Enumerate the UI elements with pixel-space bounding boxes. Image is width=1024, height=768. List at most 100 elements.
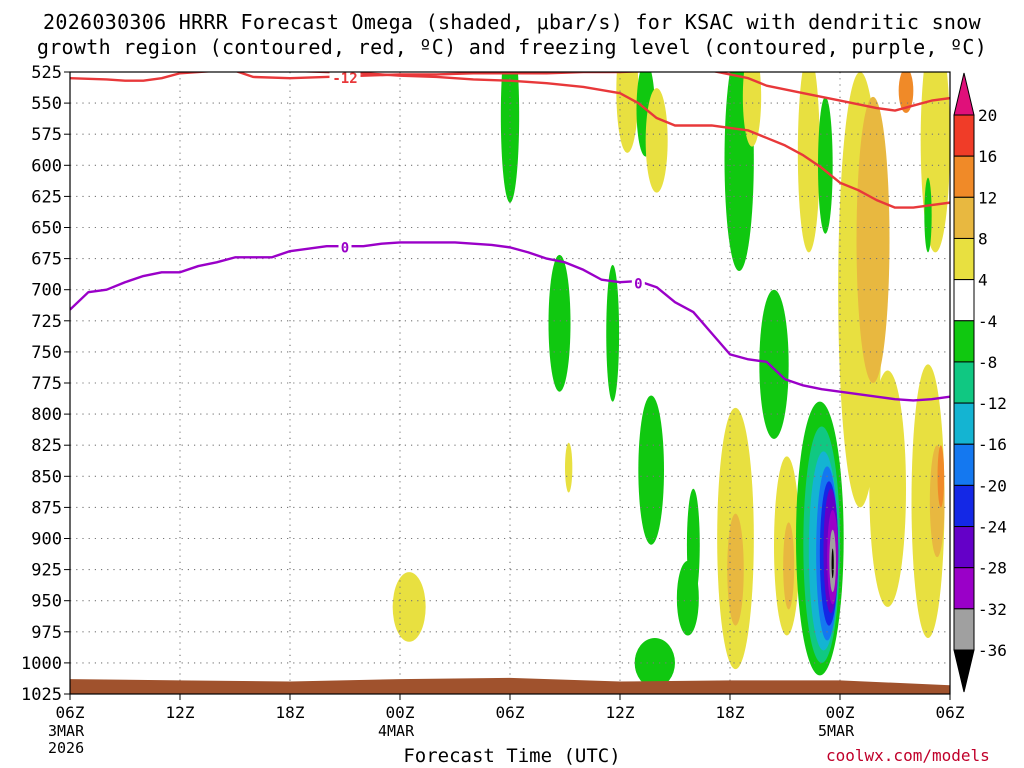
series-freezing_0C — [70, 241, 950, 402]
colorbar-label-9: -20 — [978, 476, 1007, 495]
contour-label-1: 0 — [341, 240, 349, 256]
colorbar-label-7: -12 — [978, 394, 1007, 413]
colorbar-bin-4 — [953, 237, 975, 281]
y-tick-label-1025: 1025 — [21, 685, 62, 705]
colorbar-bin-9 — [953, 443, 975, 486]
date-label-5mar: 5MAR — [818, 722, 855, 740]
omega-cell-11 — [686, 488, 700, 601]
y-axis: 525 550 575 600 625 650 675 700 725 750 775 800 825 8… — [21, 63, 70, 705]
colorbar-label-6: -8 — [978, 353, 997, 372]
omega-shading — [392, 72, 950, 688]
omega-cell-0 — [392, 572, 426, 642]
chart-title-line-1: 2026030306 HRRR Forecast Omega (shaded, … — [43, 10, 981, 34]
y-tick-label-1000: 1000 — [21, 654, 62, 674]
contour-label-2: 0 — [634, 276, 642, 292]
y-tick-label-575: 575 — [31, 125, 62, 145]
omega-cell-9 — [634, 638, 675, 688]
colorbar-label-10: -24 — [978, 518, 1007, 537]
omega-cell-4 — [606, 264, 620, 402]
colorbar-bin-7 — [953, 361, 975, 404]
y-tick-label-875: 875 — [31, 498, 62, 518]
omega-cell-8 — [638, 395, 665, 545]
y-tick-label-525: 525 — [31, 63, 62, 83]
omega-cell-2 — [548, 254, 571, 392]
contour-label-bg-0 — [329, 70, 361, 86]
series-dgz_-12C_lower — [70, 72, 950, 209]
colorbar-cap-bottom — [953, 649, 975, 693]
y-tick-label-950: 950 — [31, 592, 62, 612]
colorbar-bin-5 — [953, 279, 975, 322]
y-tick-label-700: 700 — [31, 281, 62, 301]
colorbar-bin-12 — [953, 567, 975, 610]
colorbar-label-3: 8 — [978, 229, 988, 248]
date-label-4mar: 4MAR — [378, 722, 415, 740]
colorbar-label-12: -32 — [978, 600, 1007, 619]
colorbar-label-0: 20 — [978, 106, 997, 125]
contour-labels: -12 0 0 — [329, 70, 645, 292]
omega-cell-5 — [616, 72, 639, 153]
omega-cell-31 — [856, 96, 890, 383]
y-tick-label-725: 725 — [31, 312, 62, 332]
colorbar-label-2: 12 — [978, 188, 997, 207]
omega-cell-36 — [937, 445, 945, 508]
y-tick-label-775: 775 — [31, 374, 62, 394]
x-axis-title: Forecast Time (UTC) — [403, 745, 621, 767]
colorbar-label-1: 16 — [978, 147, 997, 166]
x-tick-label-6: 18Z — [716, 703, 745, 722]
y-tick-label-650: 650 — [31, 219, 62, 239]
chart-title-line-2: growth region (contoured, red, ºC) and f… — [36, 35, 988, 59]
x-tick-label-1: 12Z — [166, 703, 195, 722]
colorbar-bin-6 — [953, 320, 975, 363]
colorbar-bin-10 — [953, 484, 975, 528]
x-tick-label-7: 00Z — [826, 703, 855, 722]
colorbar-bin-1 — [953, 114, 975, 157]
omega-cell-1 — [500, 72, 520, 203]
colorbar-label-11: -28 — [978, 559, 1007, 578]
ground-fill — [70, 677, 950, 694]
x-tick-label-2: 18Z — [276, 703, 305, 722]
y-tick-label-675: 675 — [31, 250, 62, 270]
omega-cell-16 — [759, 289, 789, 439]
omega-cell-32 — [869, 370, 907, 607]
omega-cell-38 — [924, 177, 932, 253]
omega-cell-3 — [565, 442, 573, 493]
x-tick-label-5: 12Z — [606, 703, 635, 722]
omega-cell-7 — [645, 88, 668, 193]
colorbar-label-5: -4 — [978, 312, 997, 331]
y-tick-label-975: 975 — [31, 623, 62, 643]
y-tick-label-850: 850 — [31, 467, 62, 487]
colorbar: 20 16 12 8 4 -4 -8 -12 -16 -20 -24 -28 -32 -36 — [953, 72, 1007, 693]
colorbar-bin-2 — [953, 155, 975, 198]
x-tick-label-0: 06Z — [56, 703, 85, 722]
y-tick-label-900: 900 — [31, 530, 62, 550]
omega-cell-28 — [831, 548, 834, 579]
x-axis: 06Z 12Z 18Z 00Z 06Z 12Z 18Z 00Z 06Z — [56, 694, 965, 722]
colorbar-bin-13 — [953, 608, 975, 651]
colorbar-bin-11 — [953, 526, 975, 569]
colorbar-label-4: 4 — [978, 271, 988, 290]
grid — [70, 72, 950, 694]
y-tick-label-750: 750 — [31, 343, 62, 363]
date-label-3mar: 3MAR — [48, 722, 85, 740]
omega-cell-13 — [727, 513, 744, 626]
credit-link[interactable]: coolwx.com/models — [826, 746, 990, 765]
colorbar-cap-top — [953, 72, 975, 116]
ground-terrain — [70, 677, 950, 694]
date-label-year: 2026 — [48, 739, 85, 757]
x-tick-label-3: 00Z — [386, 703, 415, 722]
contour-label-0: -12 — [332, 71, 357, 87]
omega-cell-19 — [797, 72, 820, 253]
contour-label-bg-1 — [338, 239, 352, 255]
y-tick-label-800: 800 — [31, 405, 62, 425]
omega-cell-18 — [783, 522, 795, 610]
y-tick-label-825: 825 — [31, 436, 62, 456]
colorbar-label-8: -16 — [978, 435, 1007, 454]
colorbar-label-13: -36 — [978, 641, 1007, 660]
y-tick-label-925: 925 — [31, 561, 62, 581]
y-tick-label-625: 625 — [31, 187, 62, 207]
contour-label-bg-2 — [631, 275, 645, 291]
y-tick-label-550: 550 — [31, 94, 62, 114]
omega-cell-29 — [818, 96, 833, 234]
series-dgz_-12C_upper — [234, 72, 950, 112]
